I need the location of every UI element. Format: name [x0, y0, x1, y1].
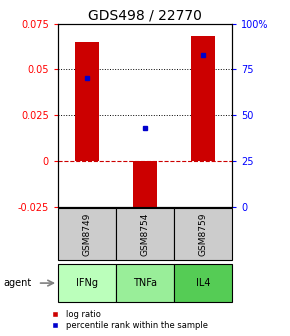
Text: GSM8754: GSM8754 — [140, 213, 150, 256]
Bar — [116, 264, 174, 302]
Text: agent: agent — [3, 278, 31, 288]
Bar — [174, 264, 232, 302]
Bar — [116, 208, 174, 260]
Text: GSM8749: GSM8749 — [82, 213, 92, 256]
Text: IL4: IL4 — [196, 278, 210, 288]
Bar — [58, 208, 116, 260]
Bar — [174, 208, 232, 260]
Legend: log ratio, percentile rank within the sample: log ratio, percentile rank within the sa… — [48, 306, 211, 334]
Bar — [133, 161, 157, 212]
Text: TNFa: TNFa — [133, 278, 157, 288]
Bar — [58, 264, 116, 302]
Text: IFNg: IFNg — [76, 278, 98, 288]
Bar — [191, 36, 215, 161]
Bar — [75, 42, 99, 161]
Title: GDS498 / 22770: GDS498 / 22770 — [88, 8, 202, 23]
Text: GSM8759: GSM8759 — [198, 213, 208, 256]
